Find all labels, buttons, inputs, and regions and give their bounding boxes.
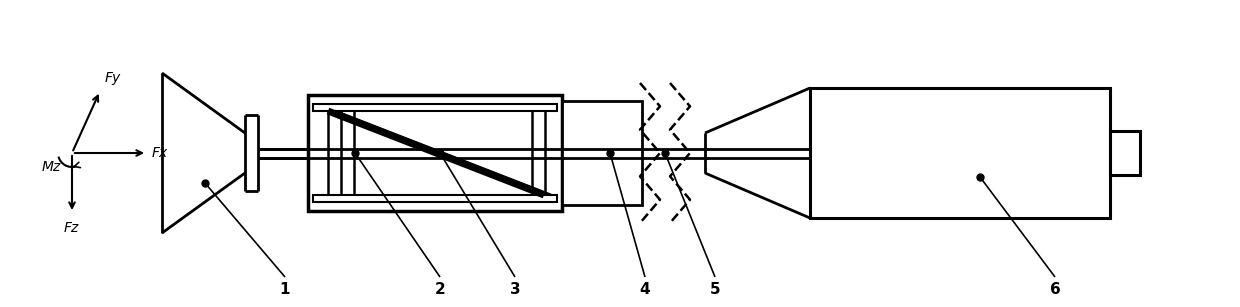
Text: $Fz$: $Fz$ [63, 221, 81, 235]
Bar [308, 95, 562, 211]
Bar [562, 133, 588, 173]
Bar [562, 101, 642, 205]
Bar [1110, 131, 1140, 175]
Text: $Fx$: $Fx$ [151, 146, 170, 160]
Text: 5: 5 [709, 282, 720, 297]
Bar [312, 195, 557, 202]
Text: 6: 6 [1049, 282, 1060, 297]
Text: 3: 3 [510, 282, 521, 297]
Bar [810, 88, 1110, 218]
Text: 2: 2 [435, 282, 445, 297]
Text: $Mz$: $Mz$ [41, 160, 63, 174]
Text: $Fy$: $Fy$ [104, 70, 123, 87]
Bar [312, 104, 557, 111]
Text: 1: 1 [280, 282, 290, 297]
Text: 4: 4 [640, 282, 650, 297]
